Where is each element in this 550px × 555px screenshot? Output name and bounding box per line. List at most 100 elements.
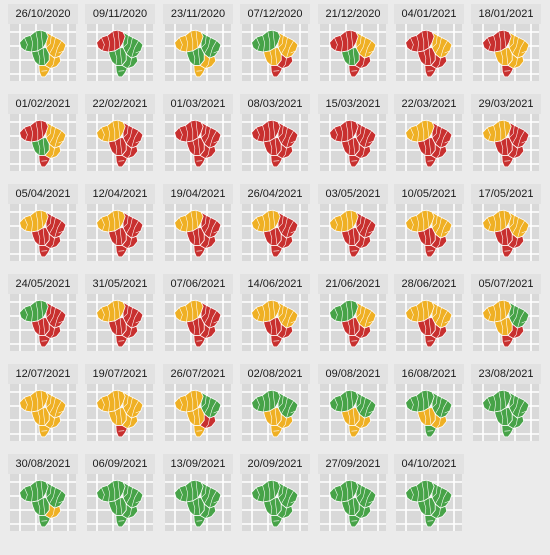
- state-border: [205, 238, 210, 249]
- state-border: [122, 215, 129, 229]
- state-border: [350, 210, 354, 228]
- facet-panel: 27/09/2021: [318, 454, 388, 533]
- state-border: [272, 390, 276, 408]
- region-southeast: [44, 413, 62, 429]
- state-border: [347, 410, 351, 426]
- state-border: [364, 220, 372, 239]
- state-border: [504, 340, 511, 342]
- state-border: [114, 230, 118, 246]
- region-southeast: [276, 323, 294, 339]
- state-border: [436, 418, 441, 429]
- state-border: [197, 497, 201, 516]
- state-border: [503, 390, 507, 408]
- brazil-regions: [19, 29, 67, 78]
- brazil-regions: [19, 209, 67, 258]
- facet-date-label: 28/06/2021: [394, 274, 464, 294]
- state-border: [200, 35, 207, 49]
- state-border: [508, 215, 515, 229]
- state-border: [205, 58, 210, 69]
- region-southeast: [507, 413, 525, 429]
- state-border: [487, 127, 491, 142]
- facet-panel: 30/08/2021: [8, 454, 78, 533]
- state-border: [196, 70, 203, 72]
- state-border: [269, 50, 273, 66]
- region-southeast: [199, 143, 217, 159]
- state-border: [282, 58, 287, 69]
- state-border: [487, 37, 491, 52]
- state-border: [197, 317, 201, 336]
- state-border: [41, 160, 48, 162]
- state-border: [273, 520, 280, 522]
- facet-date-label: 27/09/2021: [318, 454, 388, 474]
- facet-date-label: 22/02/2021: [85, 94, 155, 114]
- state-border: [269, 140, 273, 156]
- state-border: [355, 485, 362, 499]
- state-border: [423, 140, 427, 156]
- state-border: [203, 127, 211, 145]
- state-border: [423, 320, 427, 336]
- state-border: [504, 160, 511, 162]
- brazil-regions: [329, 119, 377, 168]
- state-border: [368, 320, 374, 324]
- state-border: [434, 397, 442, 415]
- state-border: [334, 127, 338, 142]
- facet-date-label: 22/03/2021: [394, 94, 464, 114]
- state-border: [416, 125, 419, 142]
- brazil-map: [165, 24, 231, 81]
- facet-panel: 15/03/2021: [318, 94, 388, 173]
- state-border: [48, 397, 56, 415]
- state-border: [101, 487, 105, 502]
- brazil-map: [10, 474, 76, 531]
- state-border: [517, 400, 525, 419]
- state-border: [196, 160, 203, 162]
- brazil-regions: [174, 29, 222, 78]
- state-border: [122, 35, 129, 49]
- state-border: [521, 50, 527, 54]
- state-border: [351, 520, 358, 522]
- state-border: [48, 487, 56, 505]
- state-border: [340, 215, 343, 232]
- state-border: [334, 37, 338, 52]
- state-border: [360, 508, 365, 519]
- state-border: [119, 317, 123, 336]
- facet-date-label: 18/01/2021: [471, 4, 541, 24]
- state-border: [351, 70, 358, 72]
- facet-panel: 05/07/2021: [471, 274, 541, 353]
- state-border: [112, 211, 116, 231]
- region-southeast: [44, 233, 62, 249]
- state-border: [334, 307, 338, 322]
- state-border: [195, 30, 199, 48]
- state-border: [410, 487, 414, 502]
- state-border: [434, 37, 442, 55]
- state-border: [267, 211, 271, 231]
- brazil-map: [320, 24, 386, 81]
- state-border: [195, 390, 199, 408]
- state-border: [101, 217, 105, 232]
- state-border: [503, 210, 507, 228]
- brazil-regions: [174, 479, 222, 528]
- facet-panel: 26/07/2021: [163, 364, 233, 443]
- state-border: [58, 50, 64, 54]
- facet-panel: 23/08/2021: [471, 364, 541, 443]
- state-border: [200, 305, 207, 319]
- state-border: [118, 340, 125, 342]
- state-border: [434, 127, 442, 145]
- state-border: [195, 210, 199, 228]
- state-border: [334, 397, 338, 412]
- state-border: [428, 137, 432, 156]
- brazil-regions: [96, 299, 144, 348]
- state-border: [440, 490, 448, 509]
- state-border: [498, 121, 502, 141]
- state-border: [428, 497, 432, 516]
- state-border: [30, 125, 33, 142]
- state-border: [58, 230, 64, 234]
- state-border: [368, 500, 374, 504]
- brazil-regions: [405, 29, 453, 78]
- state-border: [54, 310, 62, 329]
- state-border: [498, 211, 502, 231]
- facet-panel: 20/09/2021: [240, 454, 310, 533]
- state-border: [345, 301, 349, 321]
- state-border: [209, 400, 217, 419]
- state-border: [444, 500, 450, 504]
- brazil-regions: [96, 479, 144, 528]
